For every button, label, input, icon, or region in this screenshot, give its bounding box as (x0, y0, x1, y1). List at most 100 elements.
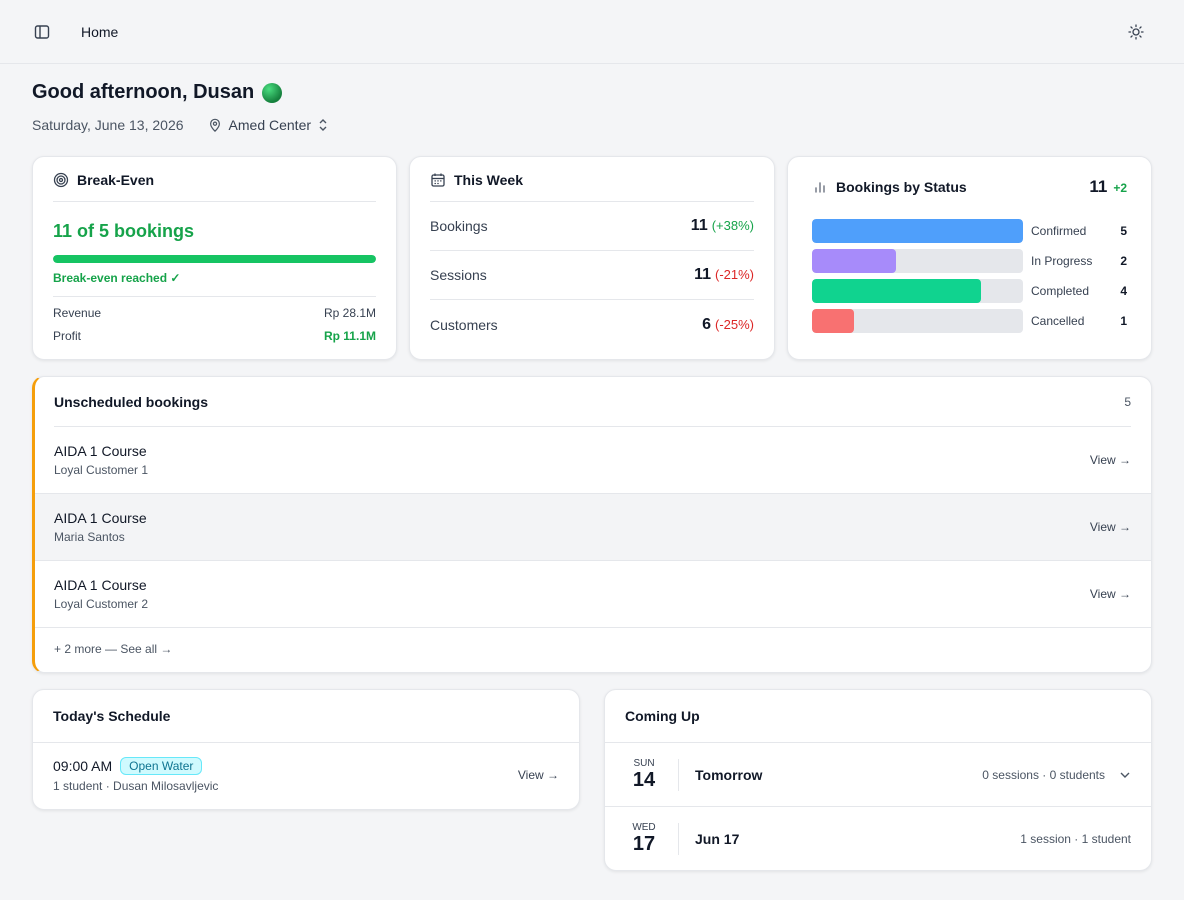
break-even-progress-bar (53, 255, 376, 263)
week-row-value: 6 (702, 315, 711, 333)
divider (678, 758, 679, 791)
unscheduled-count: 5 (1124, 394, 1131, 409)
booking-customer: Maria Santos (54, 530, 125, 544)
week-row-value: 11 (694, 266, 711, 283)
divider (53, 296, 376, 297)
see-all-link[interactable]: + 2 more — See all → (54, 642, 173, 656)
day-date: WED 17 (625, 822, 663, 856)
status-bar-chart: Confirmed 5 In Progress 2 Completed 4 Cancelle… (812, 219, 1127, 333)
view-link[interactable]: View → (1089, 453, 1131, 467)
booking-title: AIDA 1 Course (54, 443, 147, 459)
target-icon (53, 172, 69, 188)
location-name: Amed Center (228, 117, 312, 133)
theme-toggle-button[interactable] (1126, 22, 1146, 42)
profit-label: Profit (53, 329, 82, 343)
todays-schedule-title: Today's Schedule (33, 690, 579, 743)
day-of-week: WED (632, 822, 656, 833)
status-row: Confirmed 5 (812, 219, 1127, 243)
revenue-row: Revenue Rp 28.1M (53, 306, 376, 320)
revenue-value: Rp 28.1M (323, 306, 376, 320)
status-count: 1 (1120, 314, 1127, 328)
breadcrumb-home[interactable]: Home (81, 23, 119, 40)
todays-schedule-card: Today's Schedule 09:00 AM Open Water 1 st… (32, 689, 580, 810)
bar-chart-icon (815, 182, 825, 193)
week-row-change: (-21%) (714, 267, 754, 282)
status-row: Cancelled 1 (812, 309, 1127, 333)
day-label: Jun 17 (695, 831, 740, 847)
list-item[interactable]: AIDA 1 Course Maria Santos View → (35, 494, 1151, 561)
booking-title: AIDA 1 Course (54, 577, 147, 593)
view-link[interactable]: View → (517, 768, 559, 782)
status-bar-track (812, 279, 1023, 303)
status-bar (812, 309, 855, 333)
sidebar-toggle-button[interactable] (32, 22, 52, 42)
status-bar-track (812, 249, 1023, 273)
week-row-label: Sessions (430, 267, 487, 283)
status-bar (812, 249, 897, 273)
chevron-up-down-icon (319, 119, 327, 131)
status-dot-icon (262, 82, 283, 103)
map-pin-icon (209, 118, 220, 132)
view-link[interactable]: View → (1089, 520, 1131, 534)
break-even-header: Break-Even (53, 172, 376, 188)
coming-up-title: Coming Up (605, 690, 1151, 743)
location-selector[interactable]: Amed Center (208, 117, 336, 133)
divider (678, 823, 679, 855)
status-row: In Progress 2 (812, 249, 1127, 273)
bookings-by-status-header: Bookings by Status 11 +2 (812, 177, 1127, 197)
unscheduled-bookings-card: Unscheduled bookings 5 AIDA 1 Course Loy… (32, 376, 1152, 673)
status-label: Completed (1031, 284, 1090, 298)
session-time: 09:00 AM (53, 758, 113, 774)
unscheduled-title: Unscheduled bookings (54, 393, 209, 410)
status-row: Completed 4 (812, 279, 1127, 303)
day-number: 17 (632, 833, 656, 855)
list-item[interactable]: AIDA 1 Course Loyal Customer 2 View → (35, 561, 1151, 628)
break-even-card: Break-Even 11 of 5 bookings Break-even r… (32, 156, 397, 360)
bookings-by-status-card: Bookings by Status 11 +2 Confirmed 5 In Pro… (787, 156, 1152, 360)
status-label: Confirmed (1031, 224, 1087, 238)
week-row-change: (+38%) (711, 218, 754, 233)
break-even-progress-fill (53, 255, 376, 263)
revenue-label: Revenue (53, 306, 102, 320)
bookings-total: 11 (1089, 177, 1108, 196)
profit-value: Rp 11.1M (323, 329, 376, 343)
sidebar-icon (34, 24, 50, 39)
week-row-sessions: Sessions 11 (-21%) (430, 251, 754, 300)
view-link[interactable]: View → (1089, 587, 1131, 601)
break-even-status: Break-even reached ✓ (53, 271, 181, 285)
week-row-bookings: Bookings 11 (+38%) (430, 202, 754, 251)
week-row-label: Customers (430, 316, 498, 333)
day-of-week: SUN (633, 757, 655, 769)
break-even-title: Break-Even (77, 172, 155, 188)
list-item[interactable]: AIDA 1 Course Loyal Customer 1 View → (35, 427, 1151, 494)
status-bar-track (812, 309, 1023, 333)
week-row-label: Bookings (430, 218, 488, 234)
this-week-card: This Week Bookings 11 (+38%) Sessions 11(… (409, 156, 775, 360)
schedule-row[interactable]: 09:00 AM Open Water 1 student · Dusan Mil… (33, 743, 579, 807)
session-details: 1 student · Dusan Milosavljevic (53, 779, 219, 793)
top-bar: Home (0, 0, 1184, 64)
day-date: SUN 14 (625, 758, 663, 792)
day-label: Tomorrow (695, 766, 763, 783)
sun-icon (1128, 24, 1144, 40)
status-count: 2 (1120, 254, 1127, 268)
booking-customer: Loyal Customer 2 (54, 597, 149, 611)
bookings-by-status-title: Bookings by Status (836, 179, 967, 195)
booking-title: AIDA 1 Course (54, 510, 147, 526)
divider (430, 201, 754, 202)
day-info: 0 sessions · 0 students (982, 767, 1105, 782)
bookings-delta: +2 (1113, 181, 1127, 195)
status-count: 4 (1120, 284, 1127, 298)
day-number: 14 (632, 768, 656, 791)
week-row-value: 11 (690, 217, 708, 234)
divider (53, 201, 376, 202)
upcoming-day-row[interactable]: WED 17 Jun 17 1 session · 1 student (605, 807, 1151, 871)
coming-up-card: Coming Up SUN 14 Tomorrow 0 sessions · 0… (604, 689, 1152, 871)
date-location-line: Saturday, June 13, 2026 Amed Center (32, 117, 336, 133)
status-count: 5 (1120, 224, 1127, 238)
status-label: Cancelled (1031, 314, 1085, 328)
break-even-summary: 11 of 5 bookings (53, 221, 195, 241)
chevron-down-icon[interactable] (1119, 769, 1131, 781)
upcoming-day-row[interactable]: SUN 14 Tomorrow 0 sessions · 0 students (605, 743, 1151, 807)
profit-row: Profit Rp 11.1M (53, 329, 376, 343)
